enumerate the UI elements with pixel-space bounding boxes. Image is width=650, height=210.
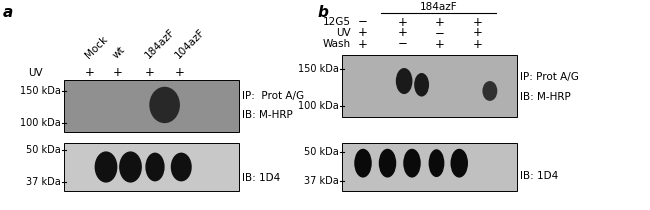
Text: 12G5: 12G5 bbox=[323, 17, 351, 27]
Text: IP:  Prot A/G: IP: Prot A/G bbox=[242, 91, 304, 101]
Text: 50 kDa: 50 kDa bbox=[304, 147, 339, 157]
Ellipse shape bbox=[482, 81, 497, 101]
Text: wt: wt bbox=[111, 44, 127, 60]
Text: +: + bbox=[435, 16, 445, 29]
Ellipse shape bbox=[150, 87, 180, 123]
Text: +: + bbox=[358, 26, 368, 39]
Text: +: + bbox=[398, 26, 408, 39]
Text: IB: 1D4: IB: 1D4 bbox=[242, 173, 280, 182]
Text: 150 kDa: 150 kDa bbox=[20, 87, 61, 96]
Text: a: a bbox=[3, 5, 13, 20]
Text: +: + bbox=[145, 67, 155, 80]
Text: +: + bbox=[473, 38, 483, 50]
Ellipse shape bbox=[95, 151, 118, 183]
Ellipse shape bbox=[428, 149, 445, 177]
Text: 184azF: 184azF bbox=[143, 26, 177, 60]
Text: +: + bbox=[113, 67, 123, 80]
Text: +: + bbox=[473, 26, 483, 39]
Ellipse shape bbox=[414, 73, 429, 97]
Ellipse shape bbox=[403, 149, 421, 178]
Text: IP: Prot A/G: IP: Prot A/G bbox=[520, 72, 579, 82]
Ellipse shape bbox=[146, 153, 164, 181]
Text: Mock: Mock bbox=[83, 34, 109, 60]
Text: +: + bbox=[358, 38, 368, 50]
Text: +: + bbox=[398, 16, 408, 29]
Text: UV: UV bbox=[337, 28, 351, 38]
Ellipse shape bbox=[379, 149, 396, 178]
Bar bbox=[342, 55, 517, 117]
Text: 37 kDa: 37 kDa bbox=[26, 177, 61, 187]
Text: 150 kDa: 150 kDa bbox=[298, 64, 339, 74]
Text: IB: M-HRP: IB: M-HRP bbox=[242, 110, 292, 120]
Text: b: b bbox=[318, 5, 329, 20]
Text: −: − bbox=[358, 16, 368, 29]
Text: +: + bbox=[435, 38, 445, 50]
Text: 37 kDa: 37 kDa bbox=[304, 176, 339, 186]
Text: +: + bbox=[473, 16, 483, 29]
Text: Wash: Wash bbox=[323, 39, 351, 49]
Text: 100 kDa: 100 kDa bbox=[20, 118, 61, 128]
Ellipse shape bbox=[396, 68, 413, 94]
Ellipse shape bbox=[450, 149, 468, 178]
Text: +: + bbox=[175, 67, 185, 80]
Bar bbox=[64, 143, 239, 191]
Text: −: − bbox=[435, 26, 445, 39]
Ellipse shape bbox=[119, 151, 142, 183]
Ellipse shape bbox=[354, 149, 372, 178]
Text: 104azF: 104azF bbox=[173, 26, 207, 60]
Text: IB: M-HRP: IB: M-HRP bbox=[520, 92, 571, 102]
Text: 184azF: 184azF bbox=[420, 2, 458, 12]
Text: −: − bbox=[398, 38, 408, 50]
Text: IB: 1D4: IB: 1D4 bbox=[520, 171, 558, 181]
Ellipse shape bbox=[171, 153, 192, 181]
Bar bbox=[342, 143, 517, 191]
Text: 50 kDa: 50 kDa bbox=[26, 145, 61, 155]
Bar bbox=[64, 80, 239, 132]
Text: 100 kDa: 100 kDa bbox=[298, 101, 339, 111]
Text: UV: UV bbox=[28, 68, 43, 78]
Text: +: + bbox=[85, 67, 95, 80]
